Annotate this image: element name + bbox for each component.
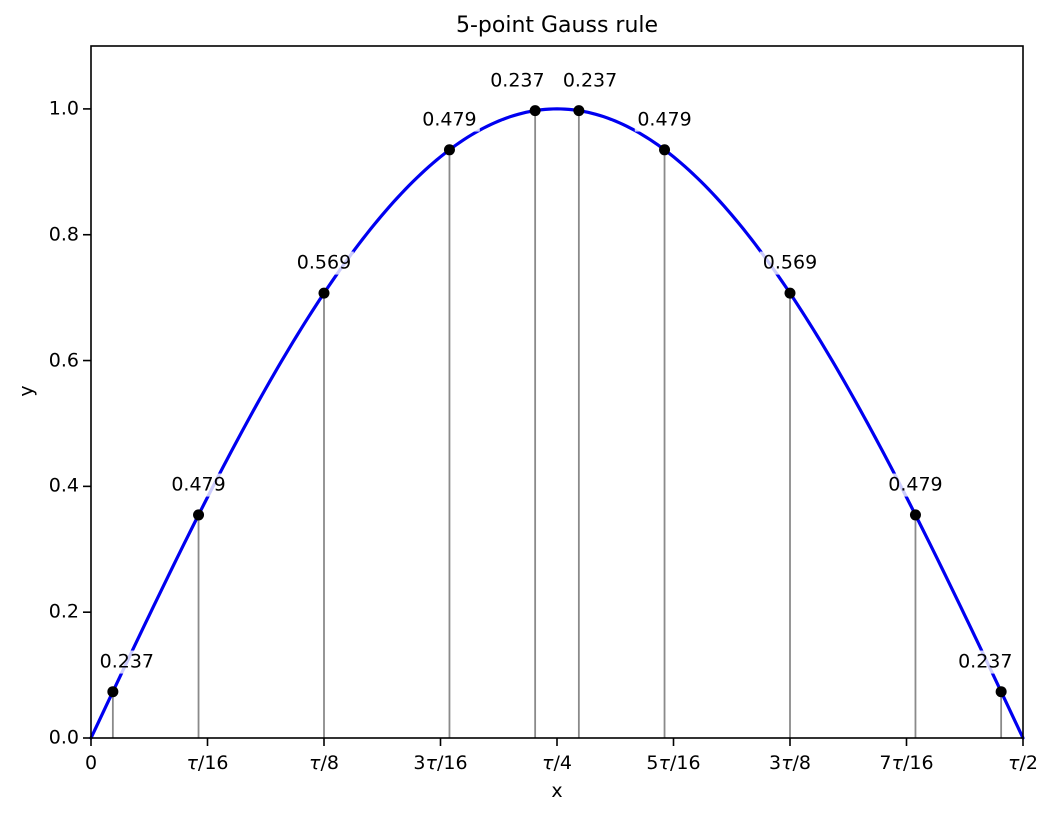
gauss-node-marker-10: [995, 686, 1007, 698]
x-tick-label-6: 3τ/8: [768, 752, 812, 774]
y-tick-label-2: 0.4: [48, 474, 79, 497]
weight-label-7: 0.479: [634, 108, 695, 132]
gauss-node-marker-4: [443, 144, 455, 156]
y-tick-label-1: 0.2: [48, 600, 79, 623]
gauss-node-marker-6: [573, 105, 585, 117]
gauss-node-marker-3: [318, 287, 330, 299]
y-tick-label-0: 0.0: [48, 726, 79, 749]
tau-glyph: τ: [658, 752, 670, 774]
tau-glyph: τ: [309, 752, 321, 774]
x-tick-label-5: 5τ/16: [646, 752, 701, 774]
weight-label-10: 0.237: [955, 650, 1016, 674]
tau-glyph: τ: [425, 752, 437, 774]
x-tick-label-3: 3τ/16: [413, 752, 468, 774]
x-tick-label-0: 0: [84, 752, 98, 774]
x-tick-label-8: τ/2: [1008, 752, 1038, 774]
gauss-node-marker-2: [193, 509, 205, 521]
gauss-node-marker-8: [784, 287, 796, 299]
tau-glyph: τ: [542, 752, 554, 774]
weight-label-8: 0.569: [759, 251, 821, 275]
x-tick-label-7: 7τ/16: [879, 752, 934, 774]
x-tick-label-2: τ/8: [309, 752, 339, 774]
tau-glyph: τ: [186, 752, 198, 774]
y-tick-label-4: 0.8: [48, 223, 79, 246]
weight-label-4: 0.479: [419, 108, 480, 132]
sine-curve: [89, 107, 1025, 740]
chart-title: 5-point Gauss rule: [455, 13, 659, 38]
tau-glyph: τ: [781, 752, 793, 774]
gauss-node-marker-1: [107, 686, 119, 698]
gauss-node-marker-5: [529, 105, 541, 117]
weight-label-5: 0.237: [487, 69, 548, 93]
tau-glyph: τ: [1008, 752, 1020, 774]
x-tick-label-4: τ/4: [542, 752, 572, 774]
weight-label-6: 0.237: [559, 69, 621, 93]
y-tick-label-3: 0.6: [48, 349, 79, 372]
x-axis-label: x: [551, 780, 563, 802]
weight-label-3: 0.569: [293, 251, 355, 275]
weight-label-9: 0.479: [885, 473, 946, 497]
y-tick-label-5: 1.0: [48, 97, 79, 120]
weight-label-1: 0.237: [96, 650, 158, 674]
x-tick-label-1: τ/16: [186, 752, 229, 774]
gauss-node-marker-9: [909, 509, 921, 521]
tau-glyph: τ: [891, 752, 903, 774]
weight-label-2: 0.479: [168, 473, 229, 497]
gauss-node-marker-7: [659, 144, 671, 156]
